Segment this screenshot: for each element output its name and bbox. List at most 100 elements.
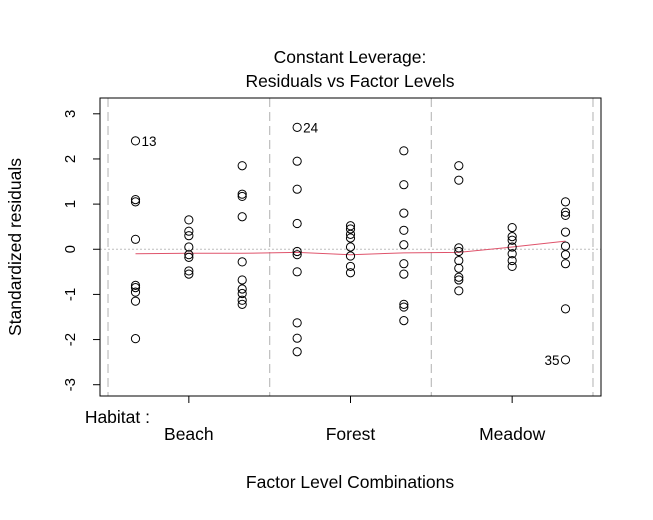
data-point: [292, 250, 302, 260]
data-point: [507, 261, 517, 272]
data-point: [184, 215, 194, 225]
data-point: [184, 252, 194, 262]
x-category-label: Beach: [164, 424, 214, 444]
data-point: [130, 194, 141, 205]
residual-points: [130, 122, 571, 365]
data-point: [130, 334, 141, 344]
data-point: [184, 231, 194, 241]
data-point: [184, 226, 194, 236]
data-point: [399, 240, 409, 250]
data-point: [507, 255, 517, 266]
data-point: [345, 251, 356, 261]
x-axis: Beach Forest Meadow: [164, 396, 546, 444]
data-point: [399, 302, 409, 312]
smoother-line: [135, 240, 566, 256]
data-point: [237, 295, 247, 305]
data-point: [507, 222, 517, 233]
data-point: [292, 267, 302, 277]
data-point: [399, 146, 409, 156]
y-tick-label: 3: [62, 110, 79, 118]
data-point: [560, 197, 571, 207]
y-tick-label: 2: [62, 155, 79, 163]
data-point: [560, 250, 571, 260]
data-point: [399, 299, 409, 309]
y-axis-title: Standardized residuals: [5, 158, 25, 336]
data-point: [454, 272, 464, 282]
data-point: [399, 315, 409, 326]
data-point: [560, 207, 571, 217]
data-point: [454, 255, 464, 266]
data-point: [237, 191, 247, 202]
x-category-label: Meadow: [479, 424, 546, 444]
data-point: [454, 161, 464, 171]
data-point: [237, 257, 247, 267]
data-point: [237, 212, 247, 222]
data-point: [237, 275, 247, 285]
data-point: [184, 269, 194, 279]
data-point: [345, 229, 356, 239]
data-point: [560, 355, 571, 365]
data-point: [130, 234, 141, 244]
y-axis: -3 -2 -1 0 1 2 3: [62, 110, 101, 391]
data-point: [237, 299, 247, 309]
data-point: [507, 232, 517, 242]
data-point: [454, 243, 464, 253]
data-point: [345, 233, 356, 243]
data-point: [507, 242, 517, 252]
data-point: [345, 268, 356, 278]
data-point: [454, 246, 464, 257]
data-point: [345, 242, 356, 252]
data-point: [507, 235, 517, 245]
data-point: [399, 180, 409, 190]
y-tick-label: -1: [62, 288, 79, 301]
data-point: [292, 333, 302, 343]
data-point: [560, 304, 571, 314]
data-point: [345, 261, 356, 272]
data-point: [237, 189, 247, 199]
smoother-curve: [135, 240, 566, 256]
data-point: [507, 249, 517, 259]
data-point: [292, 184, 302, 194]
data-point: [130, 197, 141, 207]
data-point: [560, 259, 571, 269]
data-point: [454, 175, 464, 185]
factor-label: Habitat :: [85, 407, 150, 427]
x-category-label: Forest: [326, 424, 376, 444]
data-point: [130, 136, 141, 146]
data-point: [292, 246, 302, 257]
data-point: [130, 296, 141, 306]
data-point: [399, 225, 409, 235]
chart-title-line-1: Constant Leverage:: [274, 47, 427, 67]
x-axis-title: Factor Level Combinations: [246, 472, 454, 492]
y-tick-label: 1: [62, 200, 79, 208]
y-tick-label: -2: [62, 333, 79, 346]
data-point: [399, 208, 409, 218]
chart-title-line-2: Residuals vs Factor Levels: [245, 71, 454, 91]
data-point: [399, 269, 409, 279]
data-point: [184, 242, 194, 252]
y-tick-label: -3: [62, 378, 79, 391]
point-labels: 13 24 35: [141, 120, 559, 368]
data-point: [292, 156, 302, 166]
data-point: [130, 287, 141, 297]
data-point: [560, 210, 571, 220]
data-point: [560, 227, 571, 237]
data-point: [292, 347, 302, 357]
point-label: 35: [544, 353, 559, 368]
data-point: [454, 286, 464, 296]
data-point: [292, 122, 302, 132]
data-point: [130, 283, 141, 293]
data-point: [237, 284, 247, 294]
data-point: [399, 259, 409, 269]
point-label: 24: [303, 120, 319, 135]
plot-frame: [99, 97, 602, 397]
factor-level-separators: [107, 98, 594, 396]
data-point: [292, 218, 302, 229]
data-point: [292, 318, 302, 328]
data-point: [184, 266, 194, 276]
data-point: [454, 263, 464, 273]
data-point: [237, 161, 247, 171]
point-label: 13: [141, 134, 156, 149]
data-point: [237, 288, 247, 299]
